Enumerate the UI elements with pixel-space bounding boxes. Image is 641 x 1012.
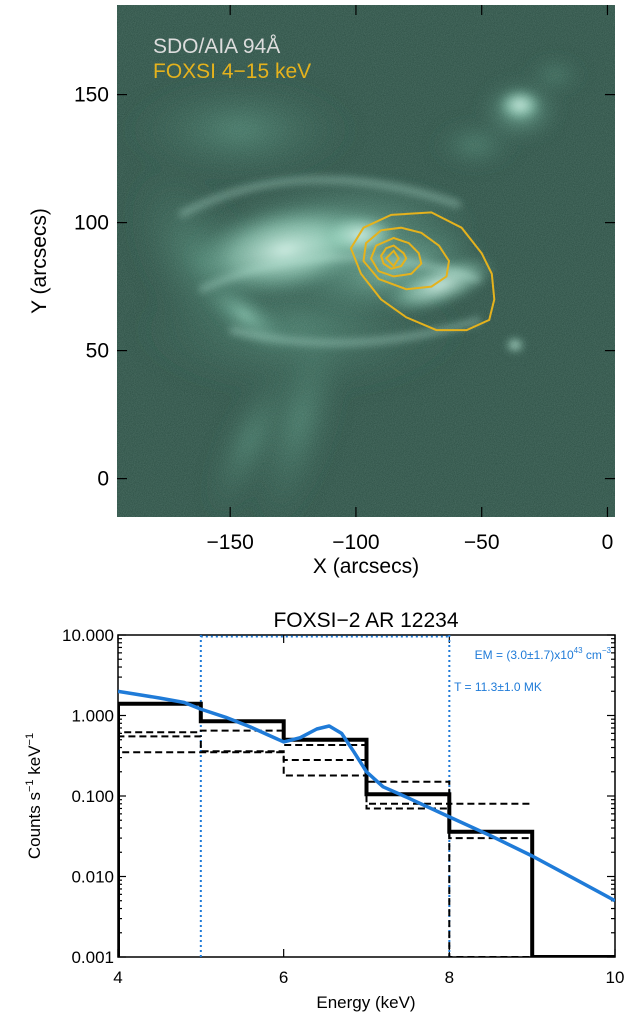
spectrum-series	[118, 689, 615, 957]
x-tick-label: −150	[207, 531, 254, 554]
x-tick-label: −100	[332, 531, 379, 554]
spectrum-x-axis-label: Energy (keV)	[316, 993, 415, 1012]
spectrum-tick-labels: 4 6 8 10 0.001 0.010 0.100 1.000 10.000	[62, 626, 624, 987]
y-tick-label: 0.100	[71, 787, 114, 806]
y-tick-label: 1.000	[71, 707, 114, 726]
x-tick-label: 6	[279, 968, 288, 987]
spectrum-title: FOXSI−2 AR 12234	[273, 609, 458, 632]
top-tick-labels: −150 −100 −50 0 0 50 100 150	[74, 84, 613, 554]
contour-level-3	[369, 236, 423, 278]
contour-level-4	[380, 244, 408, 270]
legend-aia: SDO/AIA 94Å	[153, 35, 280, 58]
x-tick-label: 0	[602, 531, 614, 554]
spectrum-y-axis-label: Counts s−1 keV−1	[24, 733, 44, 859]
y-tick-label: 10.000	[62, 626, 114, 645]
spectrum-dashed-3	[118, 751, 533, 957]
temperature-annotation: T = 11.3±1.0 MK	[454, 680, 542, 694]
y-tick-label: 100	[74, 212, 109, 235]
x-tick-label: 8	[445, 968, 454, 987]
top-x-axis-label: X (arcsecs)	[313, 555, 419, 578]
spectrum-dashed-2	[118, 735, 533, 957]
contour-level-1	[349, 211, 496, 332]
y-tick-label: 0	[97, 468, 109, 491]
y-tick-label: 150	[74, 84, 109, 107]
top-y-axis-label: Y (arcsecs)	[28, 208, 51, 314]
legend-foxsi: FOXSI 4−15 keV	[153, 60, 311, 83]
euv-image	[117, 5, 615, 517]
euv-image-panel: SDO/AIA 94Å FOXSI 4−15 keV −150 −100 −50 0 0…	[28, 5, 615, 578]
spectrum-dashed-1	[118, 729, 533, 957]
x-tick-label: 4	[113, 968, 122, 987]
x-tick-label: −50	[464, 531, 500, 554]
top-axis-ticks	[117, 5, 615, 517]
foxsi-contours	[349, 211, 496, 332]
y-tick-label: 50	[86, 340, 109, 363]
y-tick-label: 0.010	[71, 868, 114, 887]
y-tick-label: 0.001	[71, 948, 114, 967]
model-curve	[118, 689, 615, 903]
em-annotation: EM = (3.0±1.7)x1043 cm−3	[475, 646, 612, 662]
contour-level-2	[362, 226, 451, 291]
x-tick-label: 10	[606, 968, 625, 987]
measured-spectrum	[118, 701, 615, 957]
spectrum-panel: FOXSI−2 AR 12234 4 6 8 10 0.001 0.010 0.100 1.0…	[24, 609, 624, 1012]
contour-level-5	[384, 249, 400, 268]
